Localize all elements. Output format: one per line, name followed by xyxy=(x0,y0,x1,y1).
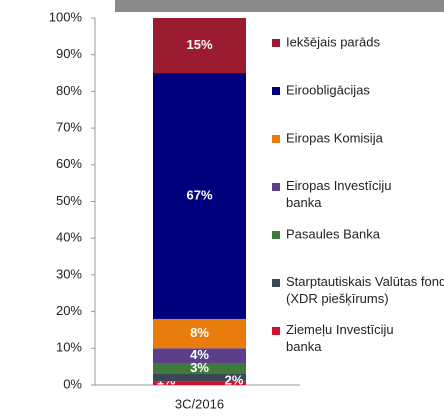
legend-label: Eiropas Komisija xyxy=(286,130,384,145)
legend-swatch xyxy=(272,87,280,95)
header-strip xyxy=(115,0,444,12)
bar-segment xyxy=(153,73,246,319)
y-tick-label: 30% xyxy=(56,266,82,281)
bar-segment xyxy=(153,381,246,385)
y-tick-label: 40% xyxy=(56,230,82,245)
bar-segment xyxy=(153,362,246,374)
data-label: 67% xyxy=(186,187,212,202)
bar-segment xyxy=(153,373,246,382)
legend-label: Eiroobligācijas xyxy=(286,82,370,97)
legend-label: Eiropas Investīciju banka xyxy=(286,178,392,210)
data-label: 15% xyxy=(186,37,212,52)
legend-swatch xyxy=(272,135,280,143)
legend-swatch xyxy=(272,183,280,191)
x-tick-label: 3C/2016 xyxy=(175,396,224,411)
data-label: 2% xyxy=(225,372,244,387)
y-tick-label: 10% xyxy=(56,340,82,355)
legend-swatch xyxy=(272,39,280,47)
bar-segment xyxy=(153,18,246,74)
y-tick-label: 70% xyxy=(56,120,82,135)
legend-swatch xyxy=(272,231,280,239)
legend-swatch xyxy=(272,327,280,335)
bar-segment xyxy=(153,348,246,363)
y-tick-label: 50% xyxy=(56,193,82,208)
data-label: 3% xyxy=(190,360,209,375)
y-tick-label: 0% xyxy=(63,376,82,391)
legend-swatch xyxy=(272,279,280,287)
legend-label: Pasaules Banka xyxy=(286,226,381,241)
y-tick-label: 20% xyxy=(56,303,82,318)
y-tick-label: 80% xyxy=(56,83,82,98)
legend-label: Ziemeļu Investīciju banka xyxy=(286,322,394,354)
y-tick-label: 90% xyxy=(56,46,82,61)
legend-label: Iekšējais parāds xyxy=(286,34,380,49)
bar-segment xyxy=(153,318,246,349)
data-label: 8% xyxy=(190,325,209,340)
data-label: 4% xyxy=(190,347,209,362)
y-tick-label: 100% xyxy=(49,9,83,24)
y-tick-label: 60% xyxy=(56,156,82,171)
legend-label: Starptautiskais Valūtas fonds (XDR piešķī… xyxy=(286,274,444,306)
